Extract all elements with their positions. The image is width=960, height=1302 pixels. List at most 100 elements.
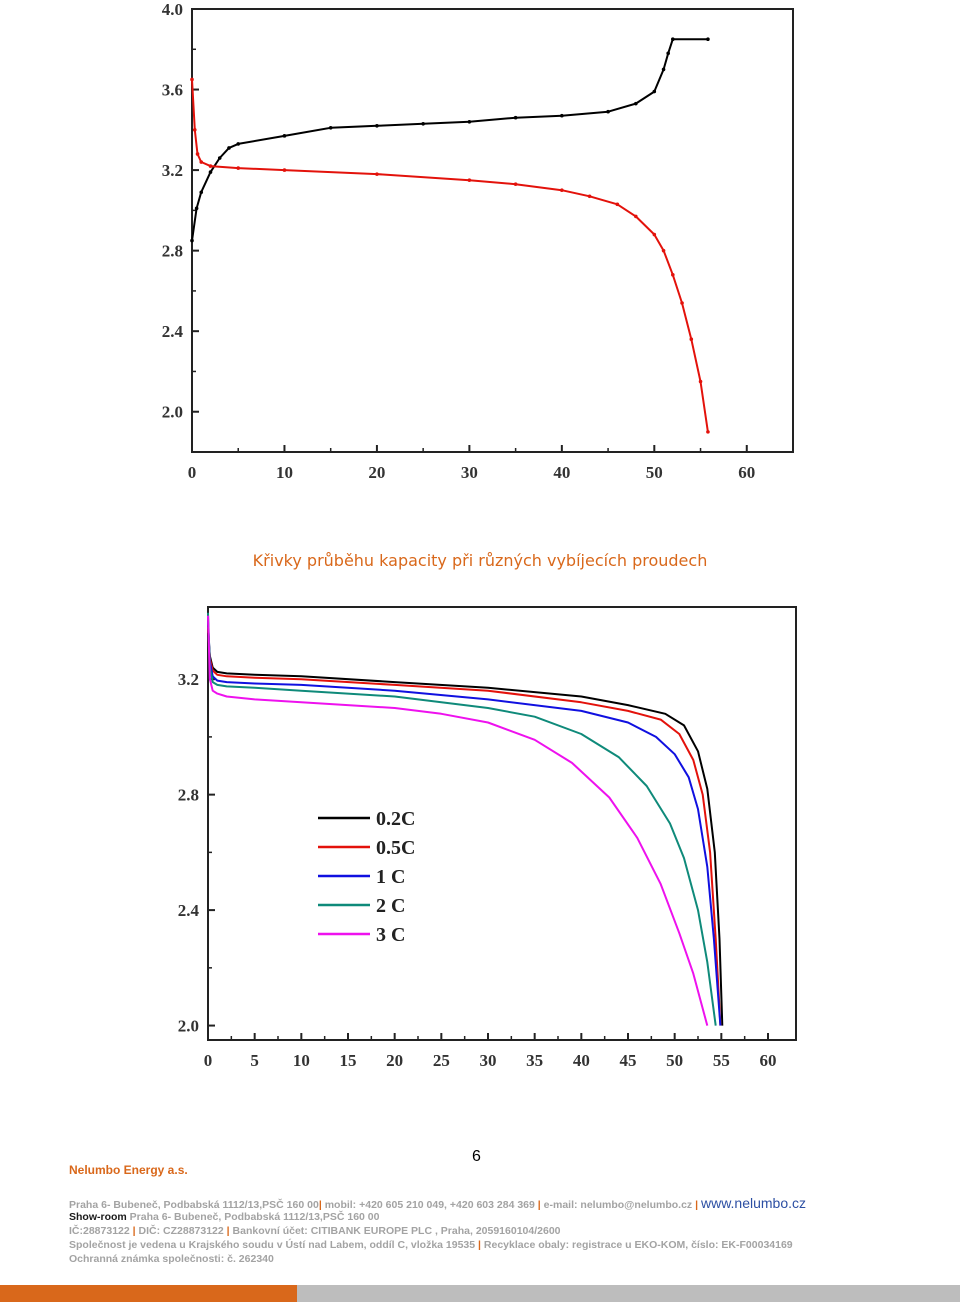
data-point (227, 146, 231, 150)
series-line-0.5c (207, 627, 722, 1026)
data-point (208, 170, 213, 174)
footer-address: Praha 6- Bubeneč, Podbabská 1112/13,PSČ … (69, 1199, 319, 1211)
x-tick-label: 25 (433, 1051, 450, 1070)
data-point (634, 214, 638, 219)
data-point (328, 126, 333, 130)
y-tick-label: 2.4 (162, 322, 184, 341)
data-point (282, 168, 287, 172)
data-point (217, 156, 222, 160)
y-tick-label: 3.6 (162, 81, 183, 100)
series-line-2c (207, 612, 717, 1026)
data-point (375, 123, 379, 128)
page-number: 6 (472, 1148, 481, 1165)
legend-label: 0.5C (376, 837, 415, 859)
footer-web-link[interactable]: www.nelumbo.cz (700, 1195, 807, 1211)
x-tick-label: 60 (760, 1051, 777, 1070)
data-point (680, 301, 684, 305)
x-tick-label: 55 (713, 1051, 730, 1070)
data-point (560, 113, 564, 118)
data-point (634, 101, 638, 106)
x-tick-label: 10 (276, 463, 293, 482)
bottom-bar-accent (0, 1285, 297, 1302)
data-point (467, 119, 472, 124)
footer-line-showroom: Show-room Praha 6- Bubeneč, Podbabská 11… (69, 1211, 379, 1223)
footer-ic: IČ:28873122 (69, 1225, 130, 1237)
x-tick-label: 0 (188, 463, 197, 482)
chart-caption: Křivky průběhu kapacity při různých vybí… (252, 551, 708, 570)
data-point (513, 182, 518, 186)
data-point (513, 115, 518, 120)
footer-line-registry: Společnost je vedena u Krajského soudu v… (69, 1239, 793, 1251)
x-tick-label: 20 (386, 1051, 403, 1070)
y-tick-label: 2.0 (162, 403, 183, 422)
data-point (661, 67, 666, 72)
footer-email[interactable]: e-mail: nelumbo@nelumbo.cz (543, 1199, 693, 1211)
y-tick-label: 2.4 (178, 901, 200, 920)
x-tick-label: 5 (250, 1051, 259, 1070)
footer-bank: Bankovní účet: CITIBANK EUROPE PLC , Pra… (232, 1225, 561, 1237)
x-tick-label: 50 (666, 1051, 683, 1070)
data-point (698, 379, 703, 384)
x-tick-label: 60 (738, 463, 755, 482)
data-point (190, 238, 194, 243)
x-tick-label: 30 (461, 463, 478, 482)
data-point (195, 152, 200, 156)
x-tick-label: 40 (573, 1051, 590, 1070)
footer-line-trademark: Ochranná známka společnosti: č. 262340 (69, 1253, 274, 1265)
x-tick-label: 35 (526, 1051, 543, 1070)
x-tick-label: 10 (293, 1051, 310, 1070)
data-point (615, 202, 620, 207)
footer-line-contacts: Praha 6- Bubeneč, Podbabská 1112/13,PSČ … (69, 1195, 807, 1211)
data-point (671, 37, 675, 42)
footer: Nelumbo Energy a.s. Praha 6- Bubeneč, Po… (69, 1163, 949, 1265)
data-point (199, 160, 204, 164)
series-line-3c (207, 615, 709, 1026)
bottom-bar (0, 1285, 960, 1302)
data-point (587, 194, 592, 199)
data-point (236, 166, 241, 170)
y-tick-label: 3.2 (162, 161, 183, 180)
footer-trademark: Ochranná známka společnosti: č. 262340 (69, 1253, 274, 1265)
series-line-1c (207, 621, 722, 1026)
data-point (467, 178, 472, 182)
chart-2: 0 5 10 15 20 25 30 35 40 45 50 55 60 2.0 2.4 2.8 3.2 0.2C… (178, 606, 797, 1070)
y-tick-label: 3.2 (178, 670, 199, 689)
x-tick-label: 50 (646, 463, 663, 482)
footer-line-ids: IČ:28873122 | DIČ: CZ28873122 | Bankovní… (69, 1225, 561, 1237)
showroom-label: Show-room (69, 1211, 127, 1223)
data-point (236, 142, 241, 146)
plot-frame (191, 8, 794, 453)
data-point (661, 248, 666, 253)
x-tick-label: 45 (620, 1051, 637, 1070)
footer-court: Společnost je vedena u Krajského soudu v… (69, 1239, 476, 1251)
footer-recycling: Recyklace obaly: registrace u EKO-KOM, č… (483, 1239, 793, 1251)
footer-mobile: mobil: +420 605 210 049, +420 603 284 36… (324, 1199, 535, 1211)
plot-frame (207, 606, 797, 1041)
data-point (689, 337, 694, 342)
legend-label: 3 C (376, 924, 405, 946)
data-point (375, 172, 379, 176)
data-point (606, 109, 610, 114)
y-tick-label: 2.8 (162, 242, 183, 261)
y-tick-label: 2.8 (178, 786, 199, 805)
chart-1: 0 10 20 30 40 50 60 2.0 2.4 2.8 3.2 3.6 4.0 (162, 0, 794, 482)
data-point (208, 164, 213, 168)
y-tick-label: 4.0 (162, 0, 183, 19)
showroom-address: Praha 6- Bubeneč, Podbabská 1112/13,PSČ … (129, 1211, 380, 1223)
data-point (192, 128, 197, 132)
x-tick-label: 20 (368, 463, 385, 482)
company-name: Nelumbo Energy a.s. (69, 1163, 188, 1177)
data-point (194, 206, 199, 211)
data-point (706, 430, 710, 434)
series-line-0.2c (207, 632, 724, 1026)
data-point (652, 89, 657, 94)
data-point (282, 134, 287, 138)
legend-label: 1 C (376, 866, 405, 888)
data-point (706, 37, 710, 42)
data-point (666, 51, 670, 56)
data-point (199, 190, 204, 195)
y-tick-label: 2.0 (178, 1017, 199, 1036)
data-point (190, 77, 194, 82)
x-tick-label: 40 (553, 463, 570, 482)
series-line-0 (191, 38, 708, 241)
